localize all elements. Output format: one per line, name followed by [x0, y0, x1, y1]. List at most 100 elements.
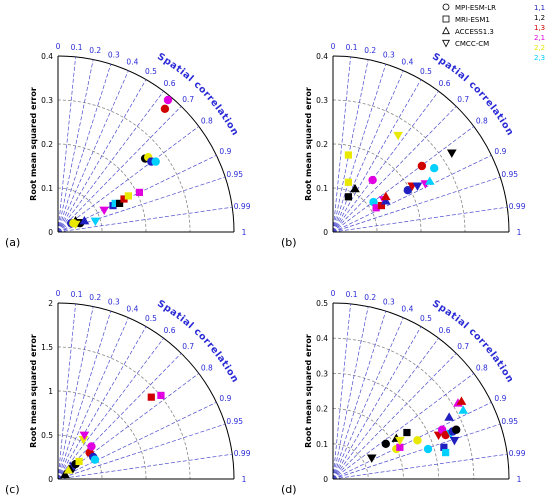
correlation-ray [57, 311, 112, 480]
y-tick-label: 1 [48, 387, 53, 396]
correlation-tick-label: 0.95 [501, 417, 518, 426]
std-arc [332, 443, 369, 480]
subplot-label: (d) [281, 483, 297, 496]
correlation-ray [332, 303, 351, 480]
y-tick-label: 0.4 [316, 52, 328, 61]
correlation-ray [57, 70, 129, 233]
correlation-ray [332, 326, 422, 480]
correlation-ray [332, 453, 508, 480]
correlation-tick-label: 0.2 [364, 46, 376, 55]
correlation-tick-label: 0.6 [164, 79, 176, 88]
correlation-tick-label: 0 [331, 42, 336, 51]
correlation-tick-label: 0.99 [234, 449, 251, 458]
correlation-ray [332, 154, 492, 233]
correlation-tick-label: 0.5 [420, 67, 432, 76]
correlation-ray [332, 126, 475, 233]
data-point [90, 455, 100, 464]
data-point [372, 204, 380, 212]
correlation-tick-label: 1 [517, 228, 522, 237]
outer-arc [332, 55, 510, 233]
correlation-tick-label: 0.3 [383, 298, 395, 307]
correlation-ray [57, 453, 233, 480]
correlation-ray [57, 176, 226, 233]
std-arc [332, 373, 439, 480]
data-point [368, 175, 377, 185]
correlation-tick-label: 0.6 [164, 326, 176, 335]
data-point [79, 215, 90, 225]
correlation-tick-label: 0.7 [182, 342, 194, 351]
correlation-tick-label: 0.8 [201, 363, 213, 372]
data-point [147, 393, 155, 401]
data-point [369, 197, 378, 207]
std-arc [57, 434, 103, 480]
correlation-tick-label: 0.5 [145, 67, 157, 76]
data-point [440, 443, 448, 451]
data-point [90, 217, 101, 227]
correlation-tick-label: 0.9 [494, 394, 506, 403]
correlation-ray [57, 373, 200, 480]
correlation-tick-label: 0.1 [71, 290, 83, 299]
legend-marker [442, 3, 450, 11]
y-tick-label: 0.4 [41, 52, 53, 61]
correlation-ray [332, 90, 439, 233]
data-point [160, 104, 170, 114]
correlation-ray [332, 59, 369, 233]
subplot-label: (a) [5, 236, 20, 249]
correlation-tick-label: 0.2 [364, 293, 376, 302]
correlation-ray [332, 306, 369, 480]
y-tick-label: 0.3 [316, 369, 328, 378]
correlation-tick-label: 0.2 [89, 46, 101, 55]
correlation-ray [57, 401, 217, 480]
correlation-label-path [427, 55, 519, 157]
legend-config-label: 1,1 [534, 4, 545, 12]
y-tick-label: 0 [48, 228, 53, 237]
data-point [135, 188, 143, 196]
correlation-ray [332, 56, 351, 233]
y-tick-label: 0.1 [316, 440, 328, 449]
correlation-tick-label: 0.2 [89, 293, 101, 302]
legend-model-label: MRI-ESM1 [455, 16, 490, 24]
correlation-ray [57, 64, 112, 233]
std-arc [57, 99, 191, 233]
correlation-ray [57, 423, 226, 480]
correlation-ray [57, 306, 94, 480]
data-point [163, 95, 173, 105]
taylor-diagram-3: 0 0.1 0.2 0.3 0.4 0.5 0.6 0.7 0.8 0.9 0.95 0.99 1 0 0.… [5, 289, 251, 496]
data-point [430, 164, 439, 173]
correlation-tick-label: 0.7 [457, 95, 469, 104]
correlation-ray [57, 337, 164, 480]
y-tick-label: 0 [48, 475, 53, 484]
correlation-tick-label: 0.8 [476, 116, 488, 125]
y-tick-label: 0.5 [41, 431, 53, 440]
correlation-ray [57, 317, 129, 480]
correlation-ray [332, 373, 475, 480]
data-point [446, 149, 457, 158]
subplot-label: (c) [5, 483, 20, 496]
y-tick-label: 0 [323, 228, 328, 237]
correlation-ray [332, 106, 457, 233]
std-arc [332, 99, 466, 233]
data-point [60, 469, 70, 478]
correlation-tick-label: 0.5 [145, 314, 157, 323]
correlation-ray [57, 326, 147, 480]
correlation-tick-label: 0 [56, 289, 61, 298]
correlation-tick-label: 1 [242, 475, 247, 484]
data-point [70, 220, 81, 230]
y-tick-label: 0.1 [41, 184, 53, 193]
correlation-tick-label: 0.9 [219, 394, 231, 403]
data-point [441, 430, 450, 440]
outer-arc [332, 302, 510, 480]
data-point [344, 193, 352, 201]
data-point [116, 199, 124, 207]
data-point [381, 439, 390, 448]
y-tick-label: 2 [48, 299, 53, 308]
data-point [344, 151, 352, 159]
y-tick-label: 0.2 [316, 140, 328, 149]
data-point [403, 428, 411, 437]
legend-config-label: 2,2 [534, 44, 545, 52]
data-point [444, 412, 454, 421]
y-tick-label: 0.2 [41, 140, 53, 149]
data-point [63, 465, 74, 474]
legend-config-label: 1,2 [534, 14, 545, 22]
